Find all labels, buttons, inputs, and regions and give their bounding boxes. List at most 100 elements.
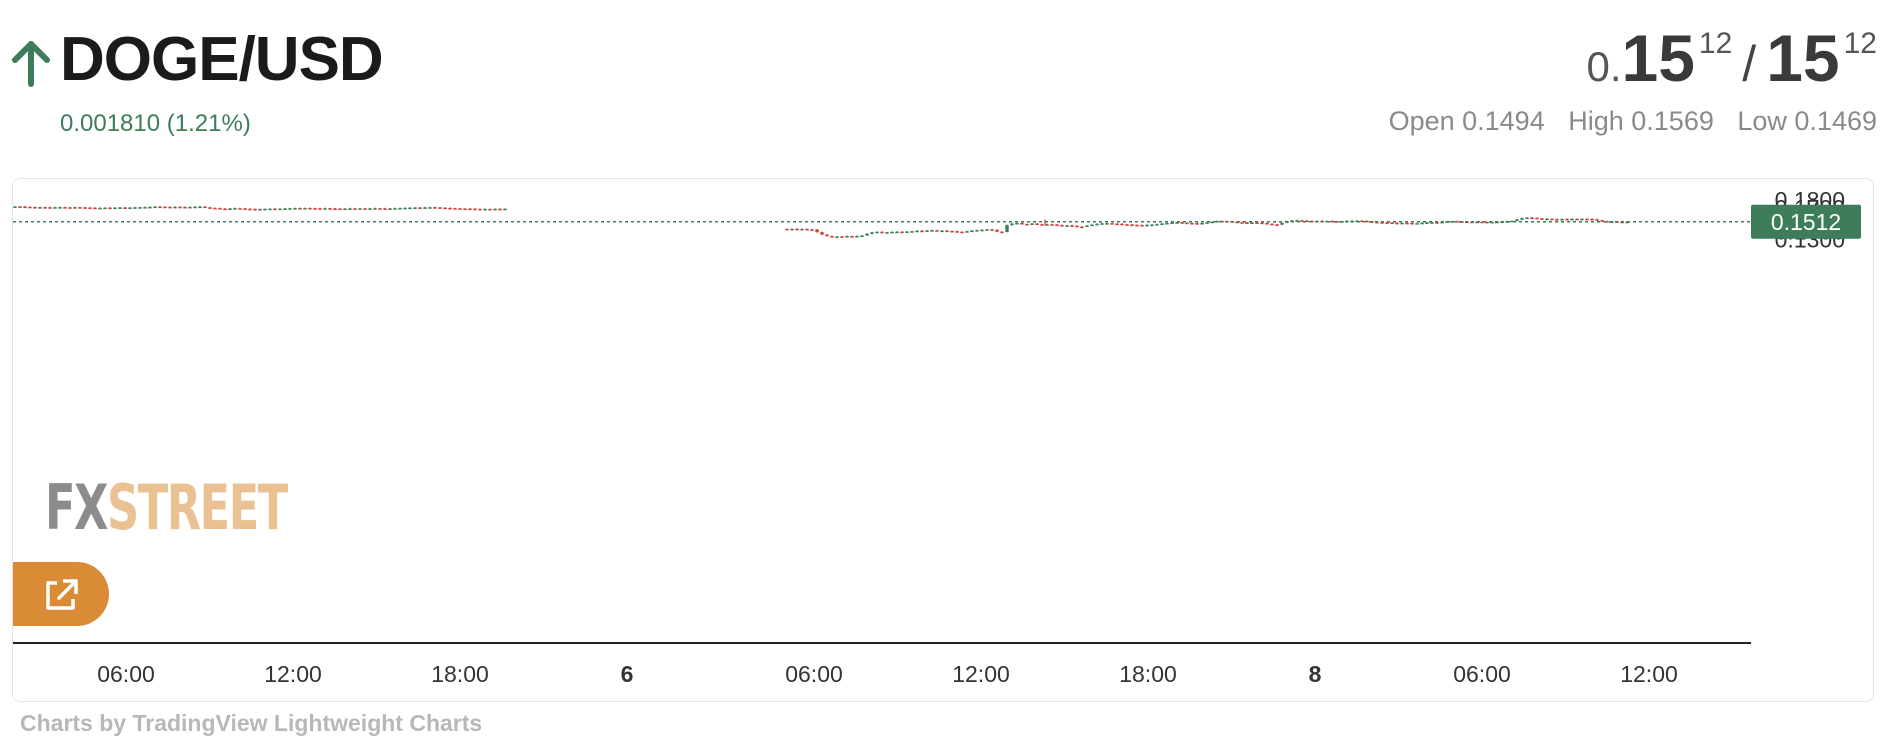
candle-body	[1610, 221, 1614, 223]
candle-body	[263, 208, 267, 211]
candle-body	[148, 206, 152, 209]
price-prefix: 0.	[1586, 43, 1622, 90]
candle-body	[1425, 222, 1429, 224]
candle-body	[1055, 224, 1059, 227]
candle-body	[393, 208, 397, 210]
candle-body	[925, 230, 929, 232]
candle-body	[1245, 222, 1249, 225]
candle-body	[820, 232, 824, 235]
candle-body	[1045, 224, 1049, 226]
candle-body	[98, 207, 102, 210]
candle-body	[890, 231, 894, 234]
candle-body	[835, 236, 839, 238]
candle-body	[333, 208, 337, 210]
candle-body	[930, 230, 934, 232]
candle-body	[1395, 222, 1399, 225]
candle-body	[1265, 223, 1269, 225]
candle-body	[328, 208, 332, 210]
candle-body	[1185, 222, 1189, 225]
candle-body	[278, 208, 282, 211]
candle-body	[203, 206, 207, 209]
candle-body	[503, 208, 507, 211]
candle-body	[1450, 221, 1454, 223]
candle-body	[880, 231, 884, 234]
candle-body	[158, 206, 162, 209]
candle-body	[48, 207, 52, 209]
candle-body	[83, 207, 87, 209]
open-external-button[interactable]	[13, 562, 109, 626]
candle-body	[1430, 222, 1434, 224]
candle-body	[378, 208, 382, 210]
candle-body	[33, 207, 37, 209]
candle-body	[1215, 220, 1219, 223]
candle-body	[1020, 223, 1024, 225]
chart-credit: Charts by TradingView Lightweight Charts	[20, 710, 483, 736]
candle-body	[488, 208, 492, 211]
candle-body	[1370, 221, 1374, 223]
candle-body	[343, 208, 347, 211]
candle-body	[1305, 220, 1309, 223]
candle-body	[1035, 223, 1039, 225]
candle-body	[910, 231, 914, 233]
arrow-up-icon	[12, 41, 50, 87]
candle-body	[955, 231, 959, 233]
candle-body	[1115, 223, 1119, 226]
candle-body	[1110, 223, 1114, 225]
candle-body	[128, 207, 132, 210]
candle-body	[1550, 218, 1554, 221]
candle-body	[213, 207, 217, 210]
candle-body	[1515, 219, 1519, 222]
candle-body	[1105, 223, 1109, 225]
candle-body	[1160, 223, 1164, 225]
candle-body	[493, 208, 497, 211]
candle-body	[143, 207, 147, 209]
candle-body	[303, 208, 307, 210]
candle-body	[73, 207, 77, 209]
candle-body	[995, 229, 999, 232]
candle-body	[1270, 223, 1274, 226]
candle-body	[453, 208, 457, 210]
candle-body	[1575, 218, 1579, 221]
candle-body	[68, 207, 72, 209]
candlestick-chart[interactable]: 0.18000.17000.16000.14000.130006:0012:00…	[13, 179, 1874, 702]
candle-body	[428, 207, 432, 209]
candle-body	[970, 230, 974, 233]
candle-body	[168, 206, 172, 209]
price-separator: /	[1742, 36, 1757, 92]
price-change: 0.001810 (1.21%)	[60, 110, 251, 137]
candle-body	[228, 208, 232, 210]
candle-body	[1560, 218, 1564, 221]
candle-body	[790, 228, 794, 231]
last-price-label: 0.1512	[1771, 209, 1841, 235]
candle-body	[1310, 220, 1314, 223]
candle-body	[1405, 222, 1409, 225]
candle-body	[1195, 223, 1199, 225]
candle-body	[248, 208, 252, 211]
candle-body	[1205, 222, 1209, 224]
candle-body	[1455, 221, 1459, 223]
candle-body	[1145, 224, 1149, 227]
symbol-title: DOGE/USD	[60, 25, 384, 94]
candle-body	[473, 208, 477, 211]
candle-body	[338, 208, 342, 211]
candle-body	[1070, 225, 1074, 227]
candle-body	[93, 207, 97, 210]
candle-body	[1250, 222, 1254, 224]
candle-body	[1375, 221, 1379, 224]
candle-body	[1480, 221, 1484, 224]
candle-body	[1100, 223, 1104, 225]
candle-body	[1095, 223, 1099, 226]
candle-body	[498, 208, 502, 211]
x-tick-label: 8	[1309, 661, 1322, 687]
candle-body	[368, 208, 372, 210]
candle-body	[785, 228, 789, 231]
candle-body	[1085, 225, 1089, 227]
candle-body	[1595, 219, 1599, 221]
candle-body	[208, 207, 212, 209]
candle-body	[1440, 221, 1444, 224]
x-tick-label: 12:00	[264, 661, 322, 687]
candle-body	[418, 207, 422, 210]
candle-body	[795, 228, 799, 231]
chart-container[interactable]: 0.18000.17000.16000.14000.130006:0012:00…	[12, 178, 1874, 702]
candle-body	[1200, 223, 1204, 225]
